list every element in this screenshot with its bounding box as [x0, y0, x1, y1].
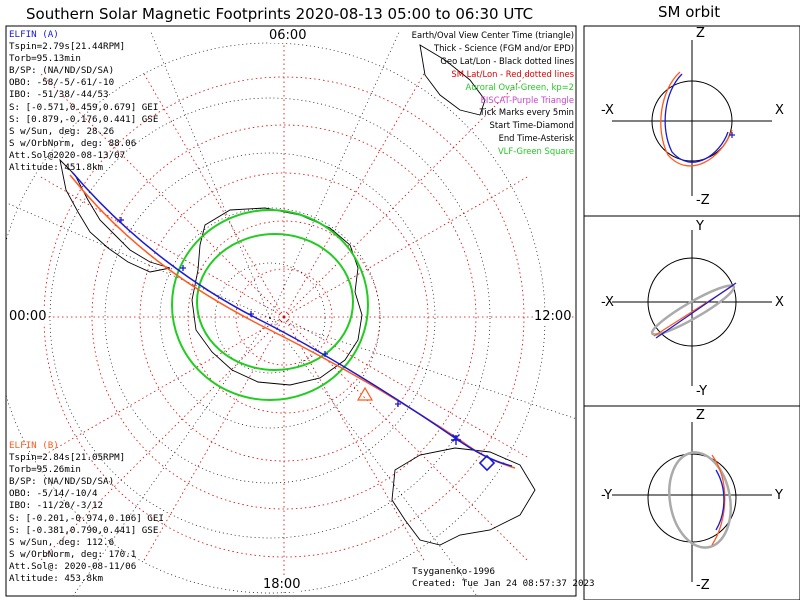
end-time-asterisk	[451, 434, 461, 445]
elfin-a-line: OBO: -58/-5/-61/-10	[9, 77, 115, 89]
sm-orbit-panels	[583, 25, 800, 600]
created-timestamp: Created: Tue Jan 24 08:57:37 2023	[412, 578, 595, 589]
elfin-b-info: ELFIN (B) Tspin=2.84s[21.05RPM] Torb=95.…	[9, 440, 164, 585]
elfin-a-line: B/SP: (NA/ND/SD/SA)	[9, 65, 115, 77]
orbit-panel-xz	[612, 40, 772, 196]
elfin-b-line: S w/Sun, deg: 112.6	[9, 536, 115, 548]
elfin-b-line: Torb=95.26min	[9, 464, 81, 476]
sm-longitude-lines	[6, 30, 576, 596]
elfin-b-line: S: [-0.381,0.790,0.441] GSE	[9, 524, 159, 536]
orbit-panel-yz	[612, 422, 772, 582]
elfin-b-line: S w/OrbNorm, deg: 170.1	[9, 548, 137, 560]
panel3-left-label: -Y	[601, 488, 613, 503]
panel2-top-label: Y	[696, 219, 704, 234]
view-center-triangle	[356, 386, 374, 401]
start-time-diamond	[478, 454, 496, 472]
elfin-a-line: Tspin=2.79s[21.44RPM]	[9, 41, 126, 53]
panel3-top-label: Z	[696, 408, 705, 423]
hour-label-bottom: 18:00	[262, 577, 302, 592]
map-frame	[5, 25, 577, 597]
elfin-a-line: Att.Sol@2020-08-13/07	[9, 149, 126, 161]
elfin-a-line: Torb=95.13min	[9, 53, 81, 65]
plot-title: Southern Solar Magnetic Footprints 2020-…	[26, 5, 534, 23]
elfin-a-line: Altitude: 451.8km	[9, 162, 104, 174]
hour-label-left: 00:00	[8, 309, 48, 324]
geo-longitude-lines	[6, 29, 576, 596]
hour-label-top: 06:00	[268, 28, 308, 43]
panel2-bottom-label: -Y	[696, 384, 708, 399]
panel2-right-label: X	[775, 295, 784, 310]
legend-item: Start Time-Diamond	[489, 120, 574, 131]
panel1-left-label: -X	[601, 103, 614, 118]
elfin-a-line: S w/OrbNorm, deg: 88.06	[9, 137, 137, 149]
model-credit: Tsyganenko-1996	[412, 566, 495, 577]
elfin-b-line: OBO: -5/14/-10/4	[9, 488, 98, 500]
orbit-panel-xy	[612, 230, 772, 386]
south-america-outline	[59, 158, 171, 273]
elfin-a-track	[71, 171, 513, 467]
legend-item: End Time-Asterisk	[498, 133, 574, 144]
elfin-a-name: ELFIN (A)	[9, 29, 59, 40]
elfin-b-line: B/SP: (NA/ND/SD/SA)	[9, 476, 115, 488]
legend-item: Geo Lat/Lon - Black dotted lines	[440, 55, 574, 66]
panel3-bottom-label: -Z	[696, 578, 710, 593]
panel3-right-label: Y	[775, 488, 783, 503]
auroral-oval	[171, 209, 369, 401]
elfin-a-line: S: [0.879,-0.176,0.441] GSE	[9, 113, 159, 125]
hour-label-right: 12:00	[533, 309, 573, 324]
africa-outline	[419, 44, 486, 116]
elfin-a-line: S w/Sun, deg: 28.26	[9, 125, 115, 137]
legend-item: SM Lat/Lon - Red dotted lines	[451, 68, 574, 79]
elfin-b-line: IBO: -11/20/-3/12	[9, 500, 104, 512]
australia-outline	[391, 447, 536, 546]
sm-orbit-title: SM orbit	[658, 3, 721, 21]
panel2-left-label: -X	[601, 295, 614, 310]
legend-item: Auroral Oval-Green, kp=2	[465, 81, 574, 92]
legend-item: Tick Marks every 5min	[479, 107, 574, 118]
elfin-b-line: Tspin=2.84s[21.05RPM]	[9, 452, 126, 464]
elfin-a-line: S: [-0.571,0.459,0.679] GEI	[9, 101, 159, 113]
elfin-a-info: ELFIN (A) Tspin=2.79s[21.44RPM] Torb=95.…	[9, 29, 158, 174]
legend-item: Thick - Science (FGM and/or EPD)	[433, 42, 574, 53]
elfin-b-line: Altitude: 453.8km	[9, 573, 104, 585]
elfin-b-line: Att.Sol@: 2020-08-11/06	[9, 560, 137, 572]
panel1-top-label: Z	[696, 26, 705, 41]
panel1-bottom-label: -Z	[696, 193, 710, 208]
legend-item: Earth/Oval View Center Time (triangle)	[411, 30, 574, 40]
panel1-right-label: X	[775, 103, 784, 118]
elfin-b-name: ELFIN (B)	[9, 440, 59, 451]
elfin-a-ticks	[118, 217, 401, 407]
legend: Earth/Oval View Center Time (triangle) T…	[412, 29, 574, 158]
legend-item: VLF-Green Square	[497, 146, 574, 157]
legend-item: EISCAT-Purple Triangle	[480, 94, 574, 105]
elfin-a-line: IBO: -51/38/-44/53	[9, 89, 109, 101]
elfin-b-line: S: [-0.201,-0.974,0.106] GEI	[9, 512, 164, 524]
